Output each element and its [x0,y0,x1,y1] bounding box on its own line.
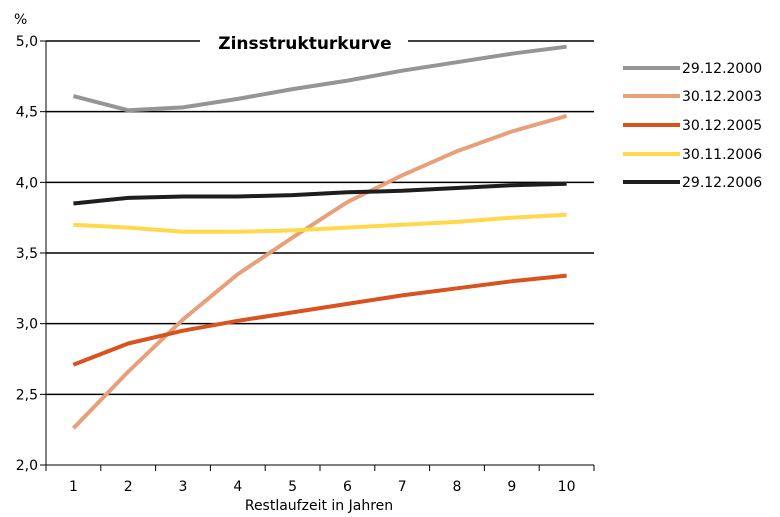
y-tick-label: 3,0 [16,317,38,333]
y-tick-label: 3,5 [16,246,38,262]
series-line [73,181,567,206]
x-tick-label: 6 [343,479,352,495]
legend-label: 30.12.2005 [682,118,762,134]
x-tick-label: 9 [507,479,516,495]
x-tick-label: 5 [288,479,297,495]
legend-label: 29.12.2000 [682,61,762,77]
y-tick-label: 2,5 [16,387,38,403]
axes: 2,0 2,5 3,0 3,5 4,0 4,5 5,0 1 2 3 4 5 6 7 8 9 10 [16,34,595,495]
x-tick-label: 2 [124,479,133,495]
x-axis-label: Restlaufzeit in Jahren [245,498,393,514]
y-tick-label: 4,5 [16,105,38,121]
x-tick-label: 4 [233,479,242,495]
legend-label: 30.12.2003 [682,89,762,105]
series-line [72,273,567,367]
series-line [73,212,567,234]
y-tick-label: 2,0 [16,458,38,474]
y-tick-label: 5,0 [16,34,38,50]
y-tick-label: 4,0 [16,175,38,191]
legend: 29.12.2000 30.12.2003 30.12.2005 30.11.2006… [623,61,762,191]
chart-title-group: Zinsstrukturkurve [200,31,408,55]
x-tick-label: 7 [398,479,407,495]
y-unit-label: % [14,12,27,28]
x-tick-label: 10 [558,479,576,495]
legend-label: 30.11.2006 [682,147,762,163]
chart-title: Zinsstrukturkurve [218,34,391,54]
x-tick-label: 1 [69,479,78,495]
series-line [72,44,567,113]
x-tick-label: 3 [179,479,188,495]
legend-label: 29.12.2006 [682,175,762,191]
series-lines [71,44,568,430]
series-line [71,113,568,430]
x-tick-label: 8 [453,479,462,495]
chart-title-background [200,31,408,55]
